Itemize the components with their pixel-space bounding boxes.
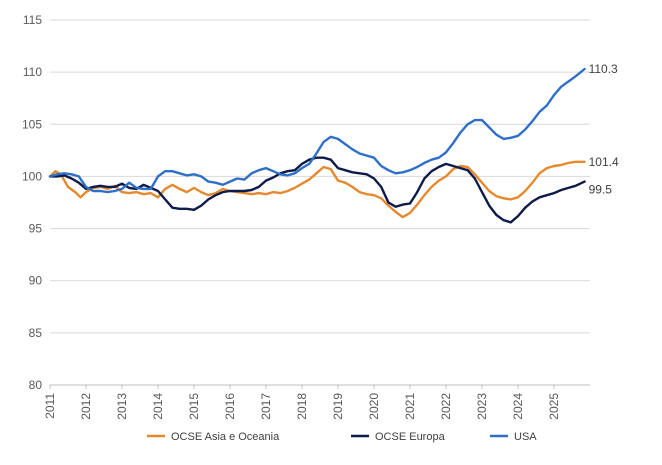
x-axis-ticks: 2011 2012 2013 2014 2015 2016 2017 2018 2019 2020… <box>43 385 561 420</box>
x-tick-label: 2016 <box>223 393 237 420</box>
y-tick-label: 105 <box>22 117 42 131</box>
series-line <box>48 160 586 219</box>
x-tick-label: 2013 <box>115 393 129 420</box>
y-tick-label: 90 <box>29 274 43 288</box>
y-tick-label: 85 <box>29 326 43 340</box>
x-tick-label: 2024 <box>511 393 525 420</box>
x-tick-label: 2021 <box>403 393 417 420</box>
x-tick-label: 2011 <box>43 393 57 419</box>
x-tick-label: 2012 <box>79 393 93 420</box>
y-tick-label: 110 <box>23 65 42 79</box>
y-tick-label: 95 <box>29 222 43 236</box>
series-lines <box>48 67 586 224</box>
series-end-label: 110.3 <box>589 62 618 76</box>
series-end-label: 99.5 <box>589 183 613 197</box>
y-tick-label: 100 <box>22 169 42 183</box>
y-tick-label: 80 <box>29 378 43 392</box>
series-line <box>48 156 586 224</box>
legend-label: USA <box>514 431 537 443</box>
end-labels: 101.4 99.5 110.3 <box>589 62 619 197</box>
y-axis-ticks: 80 85 90 95 100 105 110 115 <box>22 13 42 392</box>
y-tick-label: 115 <box>23 13 42 27</box>
legend-label: OCSE Asia e Oceania <box>171 431 280 443</box>
series-line <box>48 67 586 194</box>
x-tick-label: 2025 <box>547 393 561 420</box>
x-tick-label: 2015 <box>187 393 201 420</box>
x-tick-label: 2014 <box>151 393 165 420</box>
x-tick-label: 2022 <box>439 393 453 420</box>
series-end-label: 101.4 <box>589 155 619 169</box>
x-tick-label: 2019 <box>331 393 345 420</box>
x-tick-label: 2023 <box>475 393 489 420</box>
legend: OCSE Asia e Oceania OCSE Europa USA <box>147 431 537 443</box>
x-tick-label: 2018 <box>295 393 309 420</box>
x-tick-label: 2017 <box>259 393 273 420</box>
x-tick-label: 2020 <box>367 393 381 420</box>
legend-label: OCSE Europa <box>375 431 446 443</box>
gridlines <box>50 19 590 386</box>
